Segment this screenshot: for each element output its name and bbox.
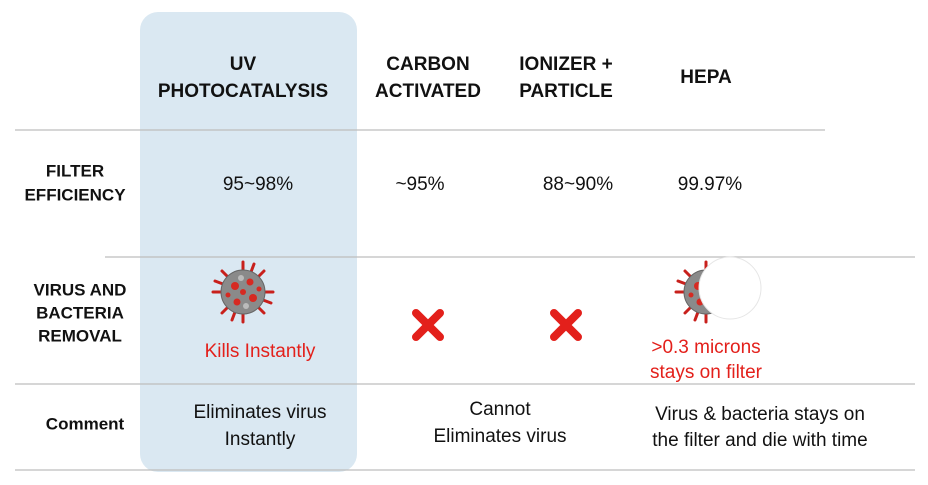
comment: Eliminates virus [193,402,326,423]
comment: the filter and die with time [652,430,867,451]
row-label: BACTERIA [36,303,124,322]
efficiency-value: ~95% [395,174,444,195]
row-label: Comment [46,414,125,433]
filter-overlay [698,256,762,320]
removal-note: >0.3 microns [651,337,760,358]
highlight-column [140,12,357,472]
column-header: HEPA [680,67,732,88]
removal-note: Kills Instantly [205,341,316,362]
column-header: PARTICLE [519,81,613,102]
cross-icon [416,313,440,337]
virus-icon [211,260,275,324]
removal-note: stays on filter [650,362,763,383]
row-label: FILTER [46,161,104,180]
row-label: REMOVAL [38,326,122,345]
column-header: CARBON [386,54,469,75]
column-header: UV [230,54,257,75]
comment: Instantly [225,429,296,450]
row-label: EFFICIENCY [24,185,126,204]
comment: Eliminates virus [433,426,566,447]
cross-icon [554,313,578,337]
comment: Cannot [469,399,531,420]
column-header: ACTIVATED [375,81,481,102]
efficiency-value: 99.97% [678,174,743,195]
column-header: PHOTOCATALYSIS [158,81,328,102]
row-label: VIRUS AND [34,280,127,299]
comment: Virus & bacteria stays on [655,404,865,425]
efficiency-value: 95~98% [223,174,293,195]
efficiency-value: 88~90% [543,174,613,195]
column-header: IONIZER + [519,54,612,75]
